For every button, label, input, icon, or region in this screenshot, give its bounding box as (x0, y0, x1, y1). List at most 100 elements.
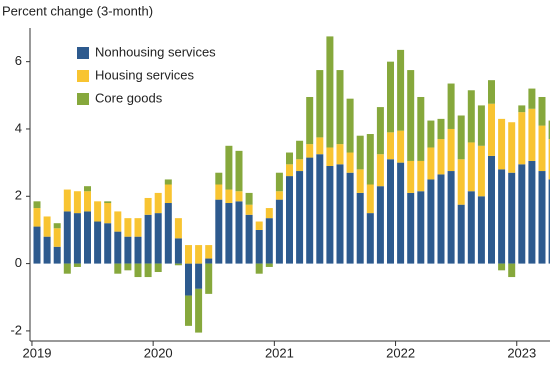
bar-segment (33, 208, 41, 227)
bar-segment (488, 155, 495, 264)
bar-segment (265, 208, 273, 219)
bar-segment (215, 172, 223, 185)
bar-segment (73, 213, 81, 264)
bar-segment (417, 96, 425, 161)
bar-segment (356, 135, 364, 170)
legend-label: Housing services (95, 67, 194, 82)
bar-segment (84, 191, 91, 212)
bar-segment (366, 134, 374, 185)
bar-segment (275, 172, 283, 192)
bar-segment (326, 165, 334, 264)
bar-segment (467, 191, 475, 264)
bar-segment (265, 263, 273, 267)
bar-segment (457, 204, 465, 264)
bar-segment (73, 191, 81, 214)
bar-segment (397, 49, 405, 131)
bar-segment (205, 245, 213, 259)
bar-segment (316, 137, 324, 155)
bar-segment (427, 179, 435, 264)
bar-segment (235, 150, 243, 192)
bar-segment (134, 218, 142, 237)
bar-segment (124, 263, 132, 271)
bar-segment (104, 201, 112, 204)
bar-segment (467, 90, 475, 143)
bar-segment (488, 80, 495, 104)
x-tick-label: 2023 (507, 345, 536, 360)
bar-segment (296, 171, 304, 264)
bar-segment (518, 164, 526, 264)
bar-segment (356, 192, 364, 264)
bar-segment (407, 70, 415, 161)
bar-segment (53, 246, 61, 264)
bar-segment (387, 159, 394, 264)
bar-segment (427, 147, 435, 180)
legend-label: Core goods (95, 90, 163, 105)
bar-segment (538, 96, 546, 126)
x-tick-label: 2021 (265, 345, 294, 360)
bar-segment (164, 203, 172, 264)
bar-segment (84, 211, 91, 264)
bar-segment (43, 236, 51, 264)
bar-segment (346, 98, 354, 153)
bar-segment (417, 160, 425, 192)
bar-segment (306, 96, 314, 145)
legend-swatch (77, 93, 89, 105)
bar-segment (417, 191, 425, 264)
bar-segment (528, 160, 536, 264)
bar-segment (205, 263, 213, 294)
bar-segment (235, 201, 243, 264)
bar-segment (508, 263, 516, 278)
bar-segment (195, 263, 203, 289)
bar-segment (498, 263, 506, 271)
bar-segment (154, 192, 162, 214)
bar-segment (437, 139, 445, 175)
bar-segment (174, 218, 182, 239)
bar-segment (235, 191, 243, 202)
bar-segment (437, 118, 445, 140)
bar-segment (84, 186, 91, 192)
bar-segment (275, 191, 283, 200)
bar-segment (336, 164, 344, 264)
bar-segment (447, 128, 455, 172)
bar-segment (387, 132, 394, 160)
bar-segment (225, 189, 233, 204)
bar-segment (356, 169, 364, 193)
bar-segment (104, 223, 112, 264)
bar-segment (53, 228, 61, 247)
bar-segment (245, 214, 253, 264)
bar-segment (508, 122, 516, 173)
bar-segment (447, 171, 455, 264)
bar-segment (336, 144, 344, 165)
y-tick-label: -2 (10, 322, 22, 337)
bar-segment (387, 61, 394, 133)
legend-swatch (77, 70, 89, 82)
bar-segment (366, 213, 374, 264)
bar-segment (255, 263, 263, 274)
bar-segment (265, 218, 273, 264)
bar-segment (477, 196, 485, 264)
bar-segment (114, 211, 122, 232)
bar-segment (164, 184, 172, 204)
legend-label: Nonhousing services (95, 44, 216, 59)
x-tick-label: 2019 (23, 345, 52, 360)
bar-segment (134, 236, 142, 264)
y-tick-label: 6 (15, 53, 22, 68)
bar-segment (457, 159, 465, 205)
bar-segment (498, 169, 506, 264)
bar-segment (457, 115, 465, 160)
bar-segment (326, 147, 334, 166)
bar-segment (94, 221, 102, 264)
bar-segment (124, 218, 132, 237)
y-axis-title: Percent change (3-month) (2, 3, 153, 18)
bar-segment (296, 140, 304, 160)
bar-segment (528, 88, 536, 109)
bar-segment (306, 157, 314, 264)
bar-segment (144, 197, 152, 215)
bar-segment (548, 179, 550, 264)
bar-segment (33, 226, 41, 264)
bar-segment (467, 142, 475, 192)
bar-segment (397, 162, 405, 264)
bar-segment (195, 288, 203, 333)
bar-segment (286, 152, 293, 165)
bar-segment (255, 221, 263, 230)
